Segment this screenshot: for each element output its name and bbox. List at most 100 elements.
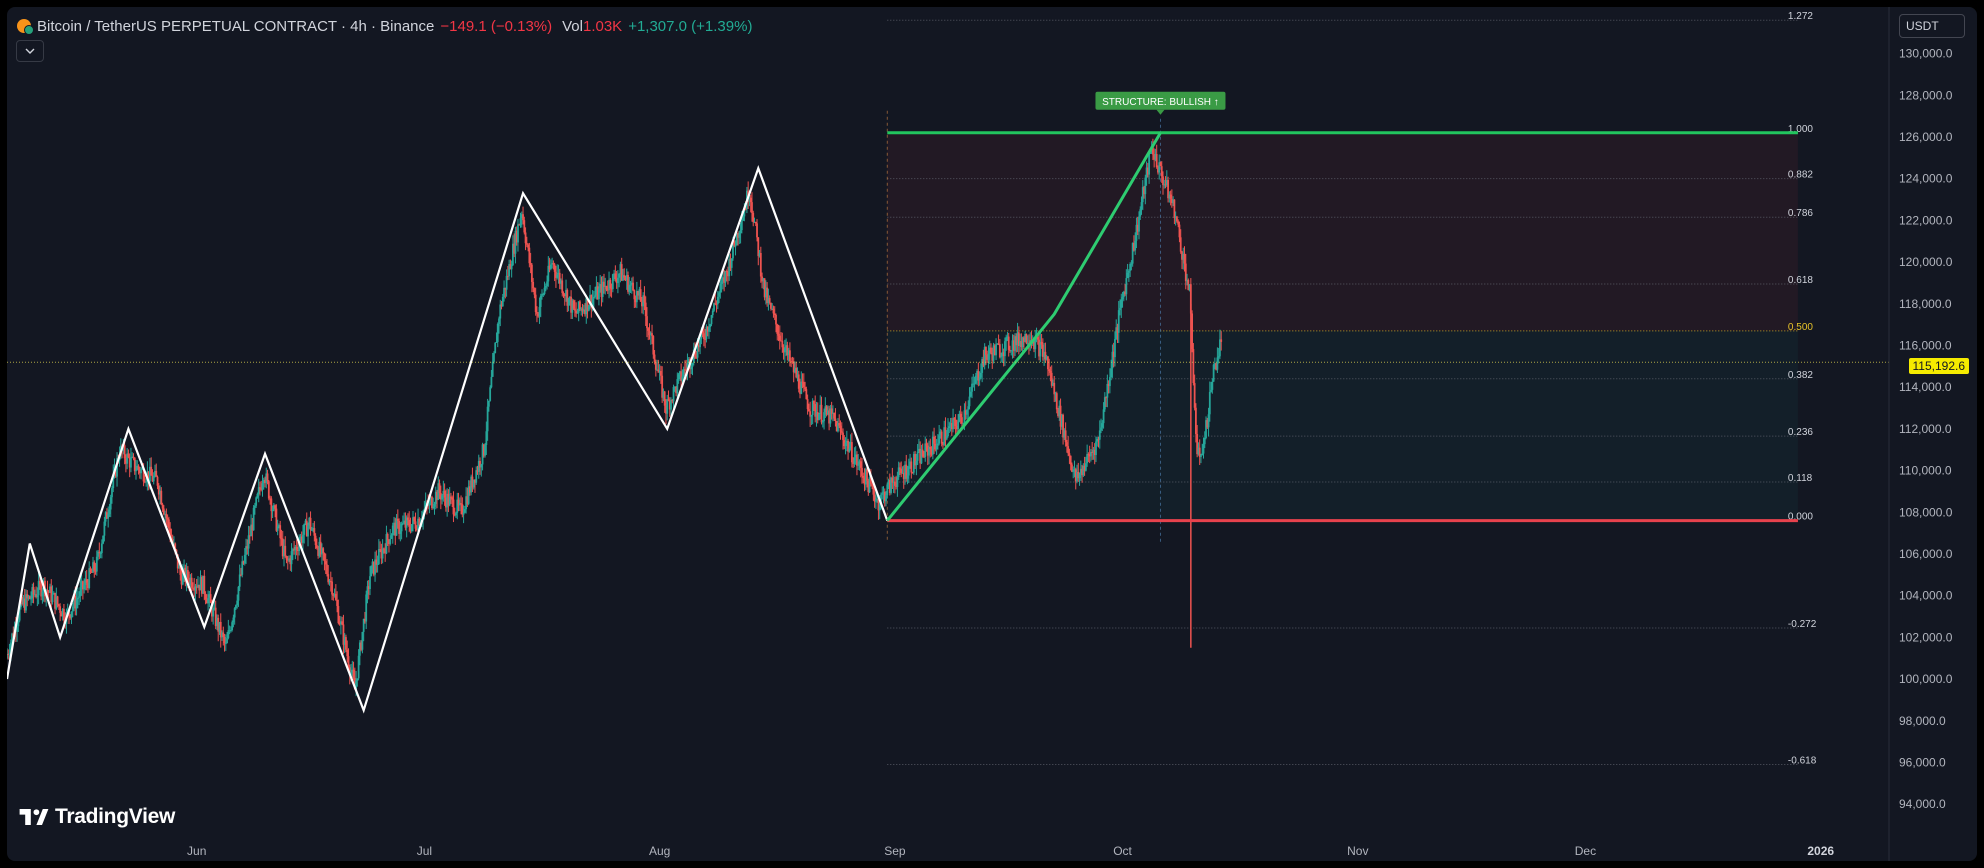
candle-body: [825, 406, 828, 415]
candle-body: [484, 444, 486, 456]
candle-body: [84, 579, 87, 586]
candle-body: [265, 473, 268, 483]
candle-body: [159, 490, 161, 495]
candle-body: [427, 504, 430, 506]
candle-body: [953, 418, 956, 420]
candle-body: [475, 470, 478, 483]
candle-body: [500, 304, 503, 307]
candle-body: [408, 519, 411, 527]
candle-body: [623, 275, 626, 278]
candle-body: [716, 296, 719, 305]
candle-body: [480, 464, 483, 468]
candle-body: [843, 440, 846, 447]
candle-body: [231, 622, 234, 631]
candle-body: [872, 486, 875, 495]
candle-body: [327, 574, 330, 583]
candle-body: [606, 289, 609, 291]
candle-body: [218, 621, 221, 632]
candle-body: [1033, 341, 1035, 350]
time-axis-label: Jun: [187, 844, 206, 858]
candle-body: [1116, 327, 1119, 333]
candle-body: [778, 335, 781, 341]
candle-body: [377, 549, 380, 564]
candle-body: [1015, 336, 1018, 346]
candle-body: [95, 556, 98, 572]
candle-body: [1055, 393, 1058, 410]
candle-body: [1177, 221, 1180, 225]
price-axis-label: 126,000.0: [1899, 130, 1953, 144]
candle-body: [1106, 383, 1109, 398]
fib-level-label: 0.236: [1788, 427, 1813, 438]
candle-body: [393, 522, 395, 526]
candle-body: [281, 538, 284, 557]
candle-body: [493, 353, 495, 362]
candle-body: [936, 443, 939, 446]
candle-body: [31, 587, 34, 599]
symbol-title[interactable]: Bitcoin / TetherUS PERPETUAL CONTRACT · …: [37, 17, 435, 35]
collapse-legend-button[interactable]: [16, 40, 44, 62]
candle-body: [826, 410, 829, 415]
candle-body: [472, 479, 475, 488]
price-axis-label: 104,000.0: [1899, 589, 1953, 603]
candle-body: [684, 369, 686, 371]
candle-body: [909, 461, 911, 467]
candle-body: [546, 281, 548, 287]
candle-body: [702, 333, 705, 340]
candle-body: [611, 274, 614, 290]
candle-body: [1082, 465, 1085, 476]
candle-body: [675, 386, 677, 394]
candle-body: [1114, 339, 1116, 358]
candle-body: [732, 240, 734, 259]
tradingview-logo[interactable]: TradingView: [19, 805, 175, 829]
candle-body: [315, 545, 318, 549]
candle-body: [312, 528, 314, 530]
fib-level-label: 0.118: [1788, 473, 1813, 484]
candle-body: [433, 503, 436, 507]
candle-body: [463, 509, 466, 513]
candle-body: [834, 418, 837, 422]
candle-body: [1014, 336, 1016, 351]
candle-body: [248, 535, 251, 537]
candle-body: [1217, 356, 1220, 358]
candle-body: [1074, 469, 1077, 482]
candle-body: [773, 313, 776, 316]
candle-body: [632, 282, 634, 291]
candle-body: [967, 406, 970, 410]
candle-body: [619, 264, 622, 275]
candle-body: [891, 477, 894, 483]
candle-body: [357, 655, 360, 679]
candle-body: [358, 642, 361, 656]
candle-body: [213, 607, 216, 609]
candle-body: [63, 608, 65, 621]
candle-body: [179, 565, 182, 575]
candle-body: [47, 591, 50, 593]
candle-body: [557, 272, 560, 275]
candle-body: [987, 353, 990, 360]
candle-body: [1063, 430, 1066, 438]
price-chart[interactable]: 1.272 1.000 0.882 0.786 0.618 0.500 0.382 0.236…: [7, 7, 1977, 861]
candle-body: [757, 237, 760, 257]
candle-body: [928, 446, 930, 456]
candle-body: [103, 521, 106, 536]
candle-body: [753, 221, 756, 223]
candle-body: [334, 593, 337, 600]
candle-body: [533, 288, 536, 295]
candle-body: [581, 308, 584, 312]
currency-button[interactable]: USDT: [1899, 14, 1965, 38]
candle-body: [1151, 146, 1154, 155]
candle-body: [687, 359, 690, 364]
candle-body: [661, 375, 664, 398]
candle-body: [8, 653, 11, 655]
candle-body: [795, 367, 798, 378]
candle-body: [143, 481, 146, 483]
candle-body: [729, 258, 732, 268]
candle-body: [1053, 382, 1056, 395]
candle-body: [839, 425, 842, 432]
candle-body: [949, 422, 952, 427]
candle-body: [616, 277, 619, 284]
candle-body: [455, 512, 457, 516]
candle-body: [1149, 152, 1152, 154]
candle-body: [415, 528, 418, 530]
candle-body: [828, 410, 831, 424]
candle-body: [577, 301, 580, 313]
